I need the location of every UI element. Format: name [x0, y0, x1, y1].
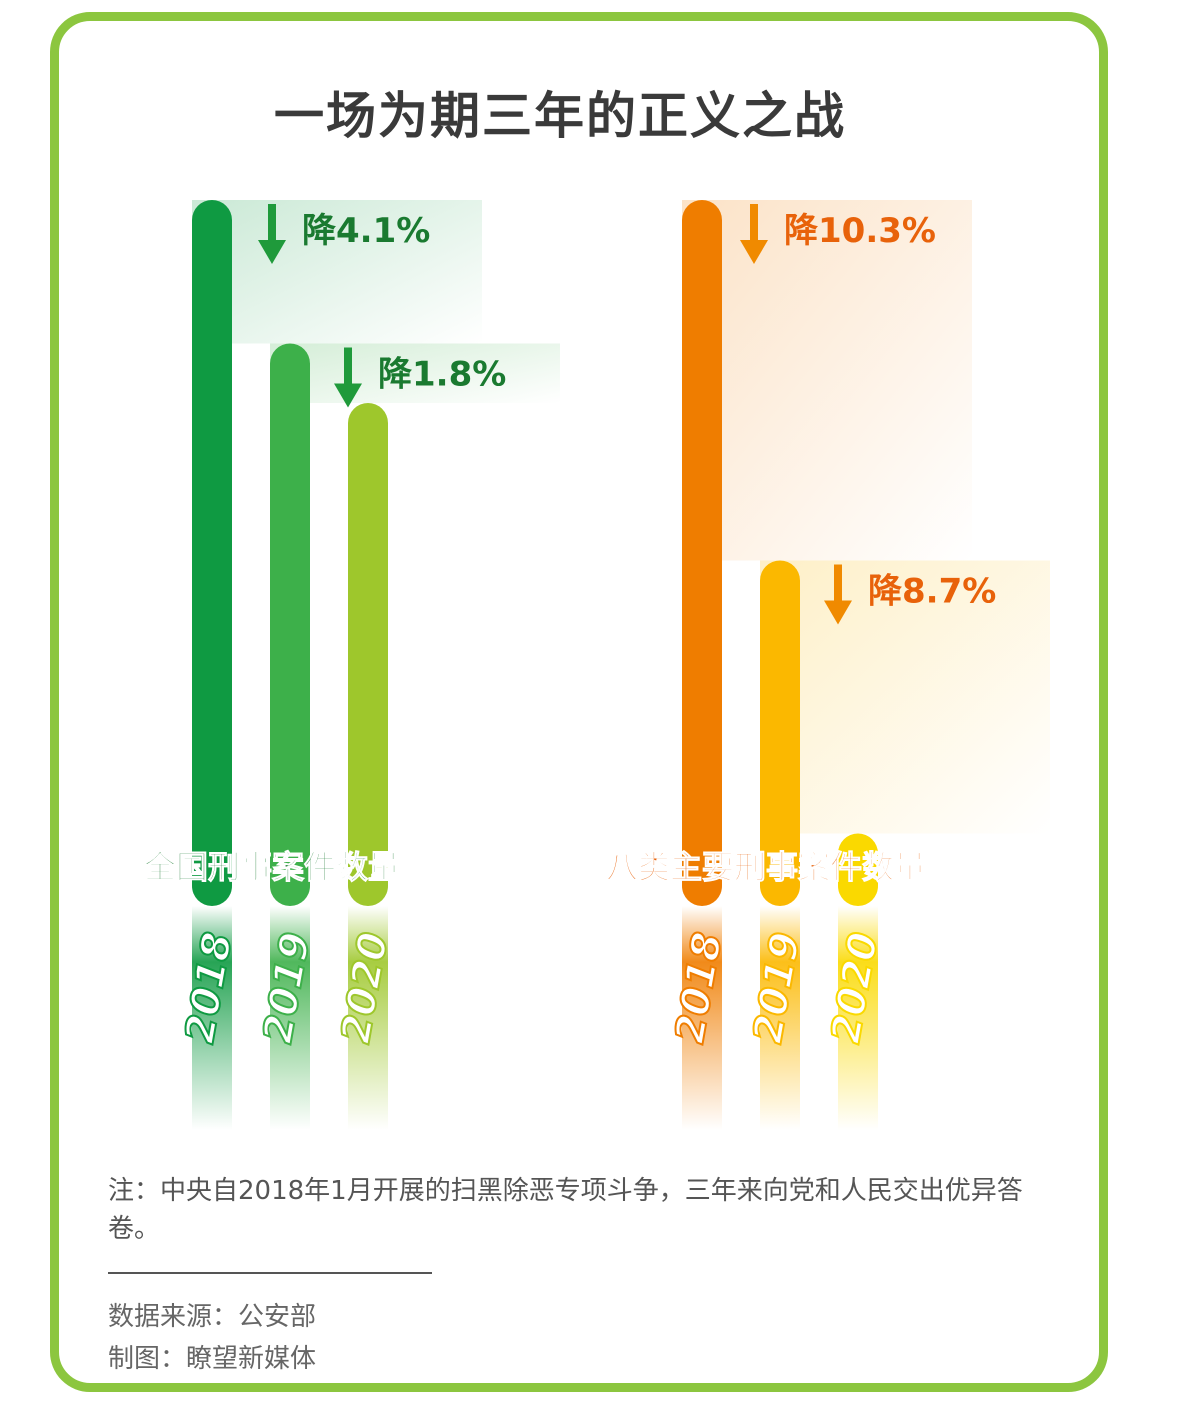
bar-2020 [348, 403, 388, 906]
bar-tail-2020 [838, 906, 878, 1130]
divider [108, 1272, 432, 1274]
drop-highlight-band [760, 560, 1050, 834]
data-source: 数据来源：公安部 [108, 1302, 317, 1332]
drop-percentage-label: 降8.7% [868, 572, 996, 612]
page-title: 一场为期三年的正义之战 [274, 87, 846, 145]
drop-percentage-label: 降1.8% [378, 355, 506, 395]
bar-2018 [192, 200, 232, 906]
drop-percentage-label: 降10.3% [784, 211, 936, 251]
drop-highlight-band [192, 200, 482, 344]
credit: 制图：瞭望新媒体 [108, 1344, 317, 1374]
drop-highlight-band [682, 200, 972, 561]
drop-highlight-band [270, 343, 560, 403]
bar-tail-2019 [760, 906, 800, 1130]
down-arrow-icon [258, 240, 286, 264]
bar-tail-2018 [682, 906, 722, 1130]
series-label: 全国刑事案件数量 [143, 848, 400, 886]
bar-2019 [760, 560, 800, 906]
down-arrow-icon [834, 564, 842, 603]
bar-tail-2020 [348, 906, 388, 1130]
bar-2020 [838, 833, 878, 906]
down-arrow-icon [268, 204, 276, 242]
down-arrow-icon [824, 600, 852, 625]
down-arrow-icon [344, 347, 352, 386]
bar-tail-2019 [270, 906, 310, 1130]
bar-2019 [270, 343, 310, 906]
down-arrow-icon [740, 240, 768, 264]
footnote: 注：中央自2018年1月开展的扫黑除恶专项斗争，三年来向党和人民交出优异答卷。 [108, 1176, 1023, 1244]
down-arrow-icon [750, 204, 758, 242]
drop-percentage-label: 降4.1% [302, 211, 430, 251]
bar-tail-2018 [192, 906, 232, 1130]
bar-2018 [682, 200, 722, 906]
series-label: 八类主要刑事案件数量 [606, 848, 926, 886]
down-arrow-icon [334, 383, 362, 408]
